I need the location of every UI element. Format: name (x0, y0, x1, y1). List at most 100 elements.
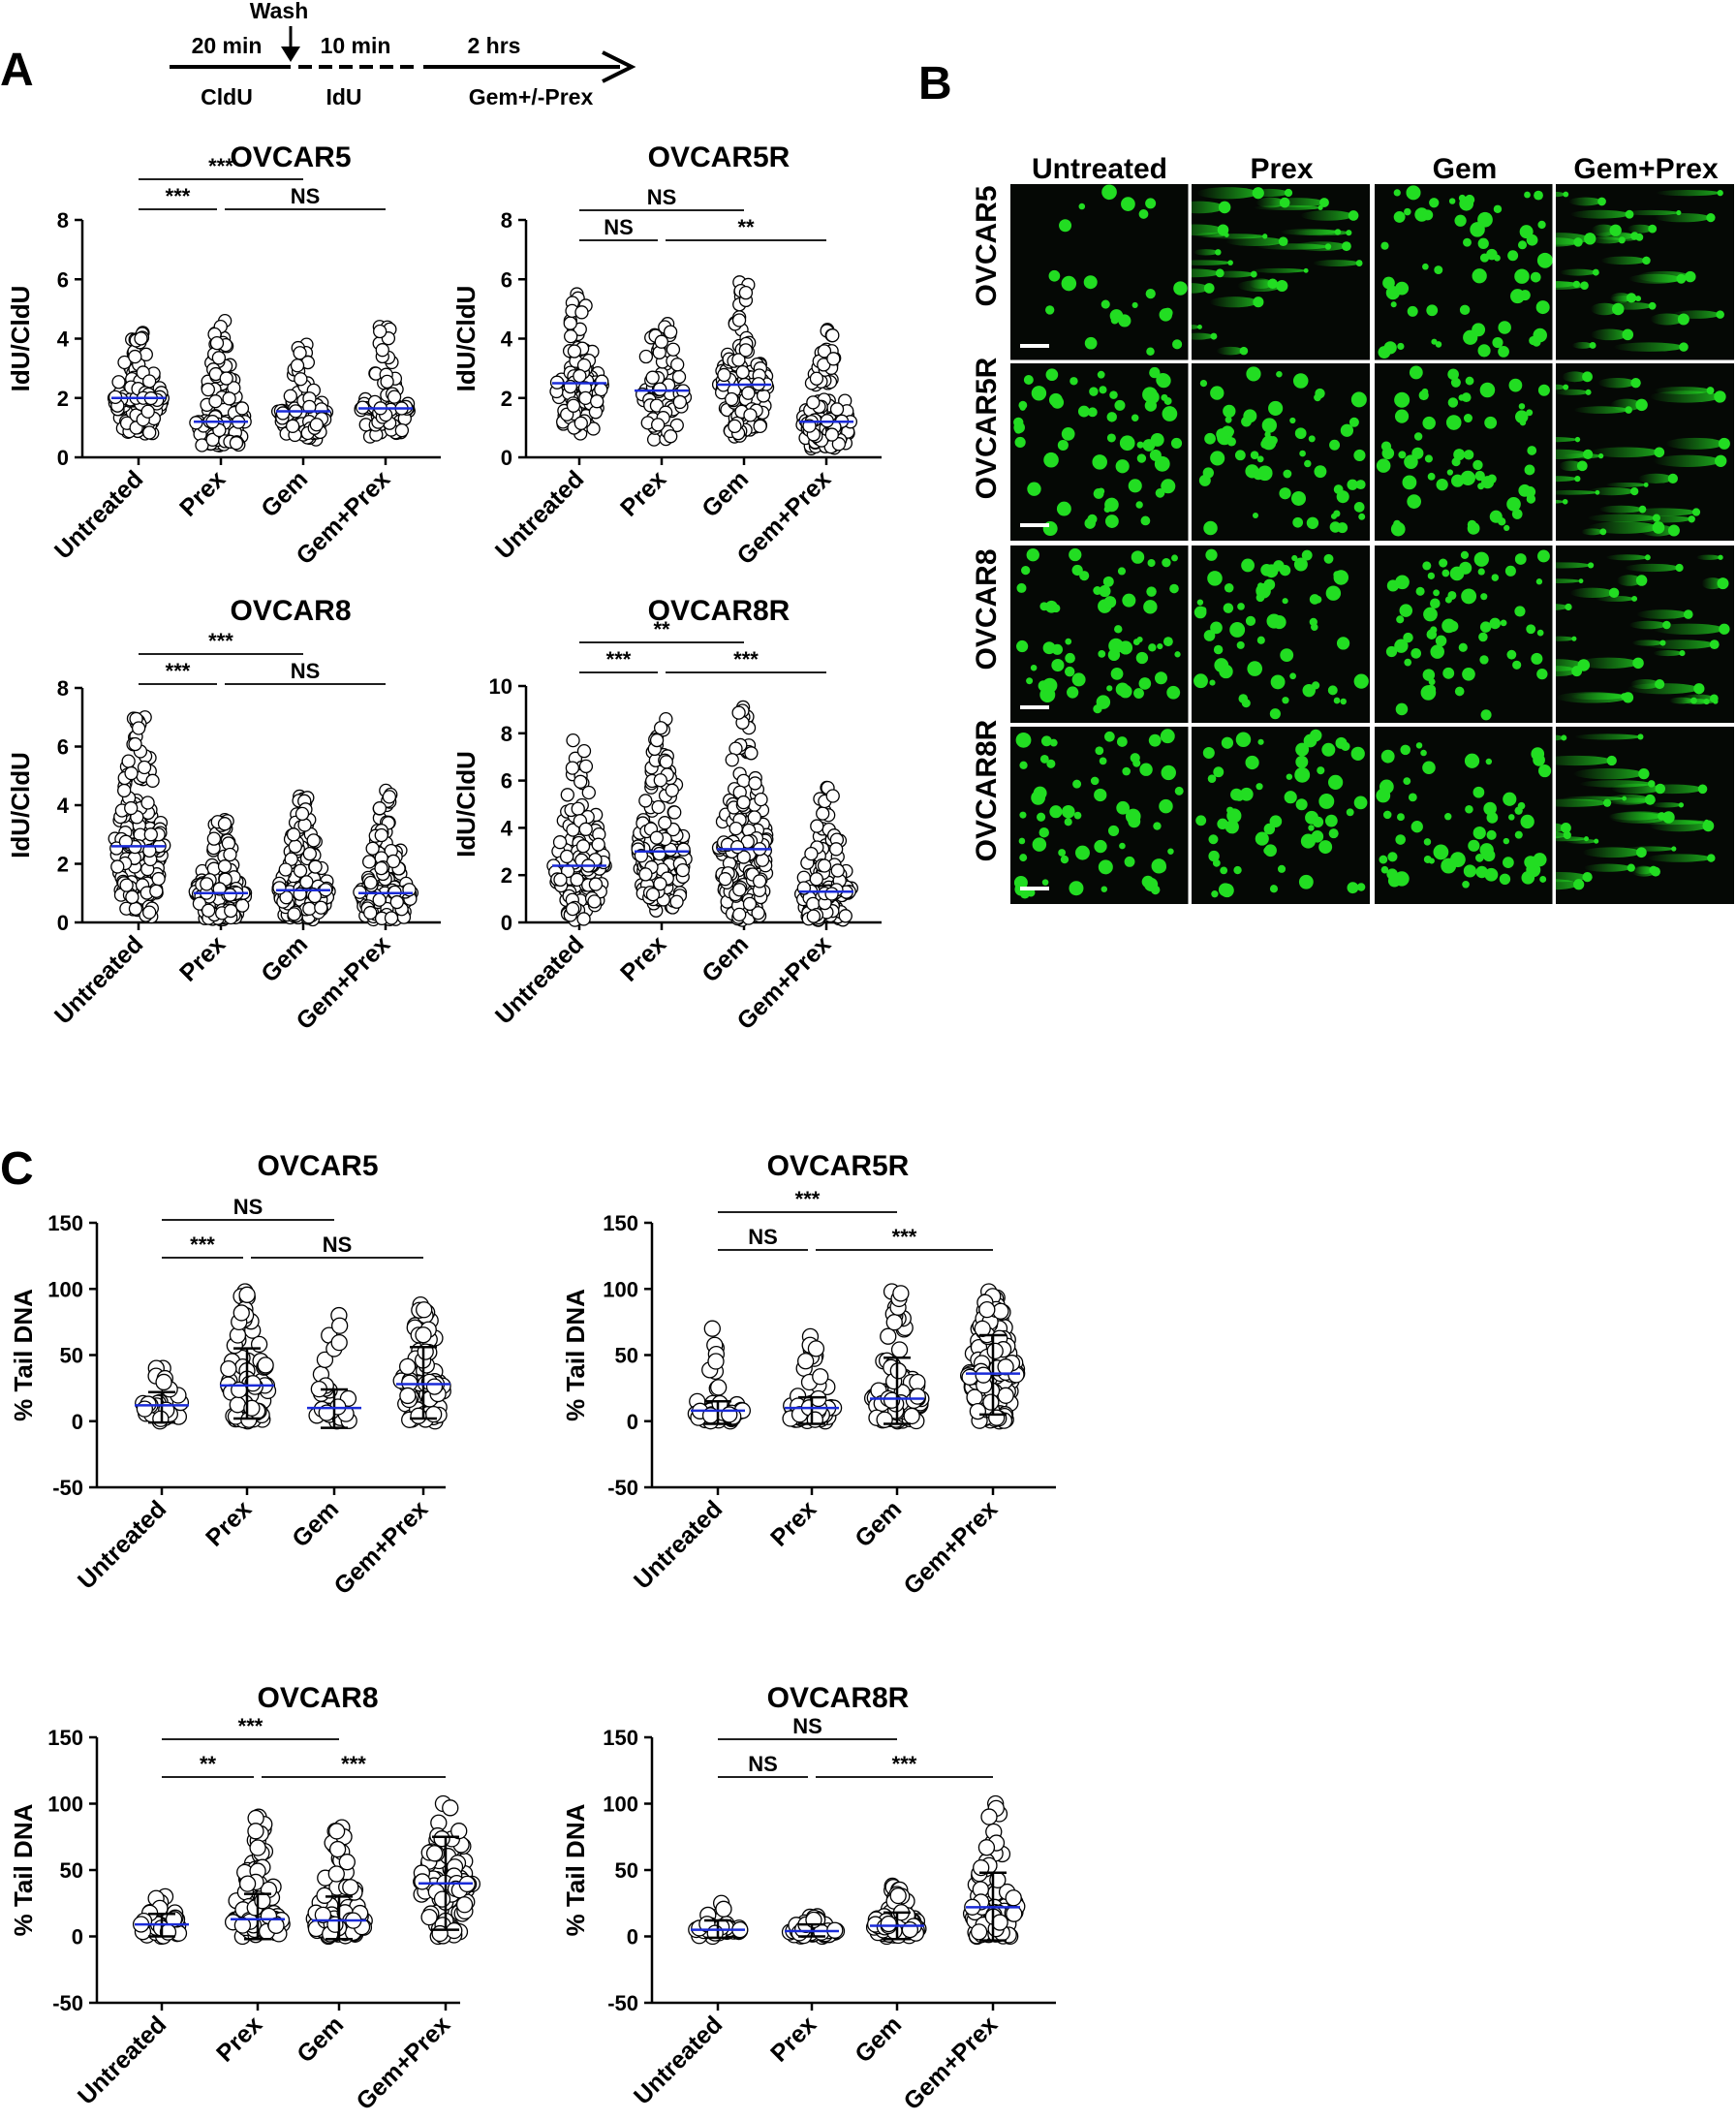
data-point (307, 889, 323, 904)
y-tick-label: 150 (47, 1211, 83, 1235)
data-point (327, 1823, 346, 1840)
data-points-untreated (108, 710, 171, 924)
data-point (665, 783, 679, 797)
data-point (363, 875, 378, 890)
data-point (885, 1314, 903, 1331)
data-point (565, 761, 580, 775)
x-tick-label: Gem+Prex (351, 2011, 455, 2115)
data-point (234, 401, 250, 416)
data-point (753, 419, 767, 434)
data-point (988, 1409, 1006, 1426)
data-point (134, 331, 148, 346)
data-point (202, 903, 216, 918)
micro-tile-r0-c3 (1556, 184, 1734, 361)
data-point (816, 806, 830, 821)
data-point (658, 816, 672, 830)
data-point (646, 432, 662, 447)
data-point (363, 905, 378, 920)
y-tick-label: 6 (501, 267, 512, 292)
data-points-untreated (107, 326, 170, 441)
data-point (223, 847, 237, 862)
micro-row-ovcar5r: OVCAR5R (971, 357, 1003, 499)
data-point (398, 1357, 417, 1376)
data-point (586, 421, 601, 436)
data-point (552, 835, 568, 850)
data-point (111, 375, 126, 390)
x-tick-label: Prex (201, 1495, 257, 1551)
x-tick-label: Prex (615, 465, 671, 521)
data-point (718, 872, 732, 887)
x-tick-label: Untreated (490, 465, 589, 564)
y-axis-label: IdU/CldU (451, 286, 480, 392)
data-point (309, 418, 324, 432)
y-axis-label: IdU/CldU (451, 751, 480, 858)
data-point (991, 1914, 1008, 1931)
chart-title: OVCAR5R (648, 141, 790, 173)
data-point (997, 1387, 1014, 1404)
data-points-prex (189, 313, 252, 452)
data-point (754, 792, 768, 807)
significance-label: NS (792, 1714, 822, 1738)
y-tick-label: 8 (501, 208, 512, 233)
data-point (671, 369, 687, 385)
significance-label: *** (341, 1752, 366, 1776)
data-point (128, 349, 142, 364)
data-point (294, 372, 308, 387)
micro-tile-r0-c1 (1192, 184, 1370, 361)
significance-label: *** (190, 1232, 215, 1257)
data-point (731, 353, 746, 367)
micro-col-gem-prex: Gem+Prex (1573, 153, 1719, 185)
data-point (287, 907, 301, 921)
micro-tile-r0-c0 (1010, 184, 1189, 361)
data-point (817, 858, 832, 873)
data-point (128, 901, 143, 917)
data-point (672, 394, 688, 410)
data-point (201, 382, 215, 397)
data-point (725, 391, 739, 407)
data-point (731, 705, 746, 720)
data-point (738, 286, 754, 300)
y-tick-label: 0 (72, 1410, 83, 1434)
data-point (208, 394, 223, 409)
y-tick-label: 150 (603, 1211, 638, 1235)
micro-tile-r1-c3 (1556, 363, 1734, 541)
significance-label: NS (291, 659, 321, 683)
data-point (812, 1368, 829, 1386)
data-point (118, 834, 134, 849)
data-point (142, 905, 157, 920)
data-point (638, 349, 654, 364)
data-points-gem (271, 789, 336, 927)
data-point (131, 721, 146, 735)
y-tick-label: 0 (501, 911, 512, 935)
data-point (247, 1823, 264, 1840)
chart-title: OVCAR8 (257, 1682, 378, 1714)
y-tick-label: 6 (57, 267, 69, 292)
chart-title: OVCAR5R (767, 1150, 910, 1182)
data-point (703, 1320, 721, 1337)
data-points-prex (781, 1908, 846, 1946)
data-point (124, 800, 139, 816)
data-point (455, 1896, 474, 1914)
data-point (195, 438, 209, 452)
micro-col-gem: Gem (1433, 153, 1498, 185)
y-tick-label: 4 (57, 328, 70, 352)
data-point (399, 1387, 417, 1405)
x-tick-label: Gem (697, 930, 754, 987)
data-point (200, 877, 214, 891)
data-point (817, 344, 832, 359)
data-point (425, 1378, 444, 1395)
data-point (901, 1920, 919, 1939)
y-tick-label: 4 (501, 328, 513, 352)
data-point (743, 408, 758, 422)
data-point (374, 827, 388, 843)
data-point (889, 1887, 907, 1905)
y-tick-label: -50 (607, 1476, 638, 1500)
x-tick-label: Gem (256, 465, 313, 522)
significance-label: *** (238, 1714, 264, 1738)
data-points-gem-prex (795, 323, 858, 455)
x-tick-label: Untreated (73, 2011, 171, 2109)
y-tick-label: 2 (501, 863, 512, 888)
data-point (229, 1396, 246, 1414)
data-point (730, 840, 745, 855)
data-point (257, 1357, 274, 1374)
